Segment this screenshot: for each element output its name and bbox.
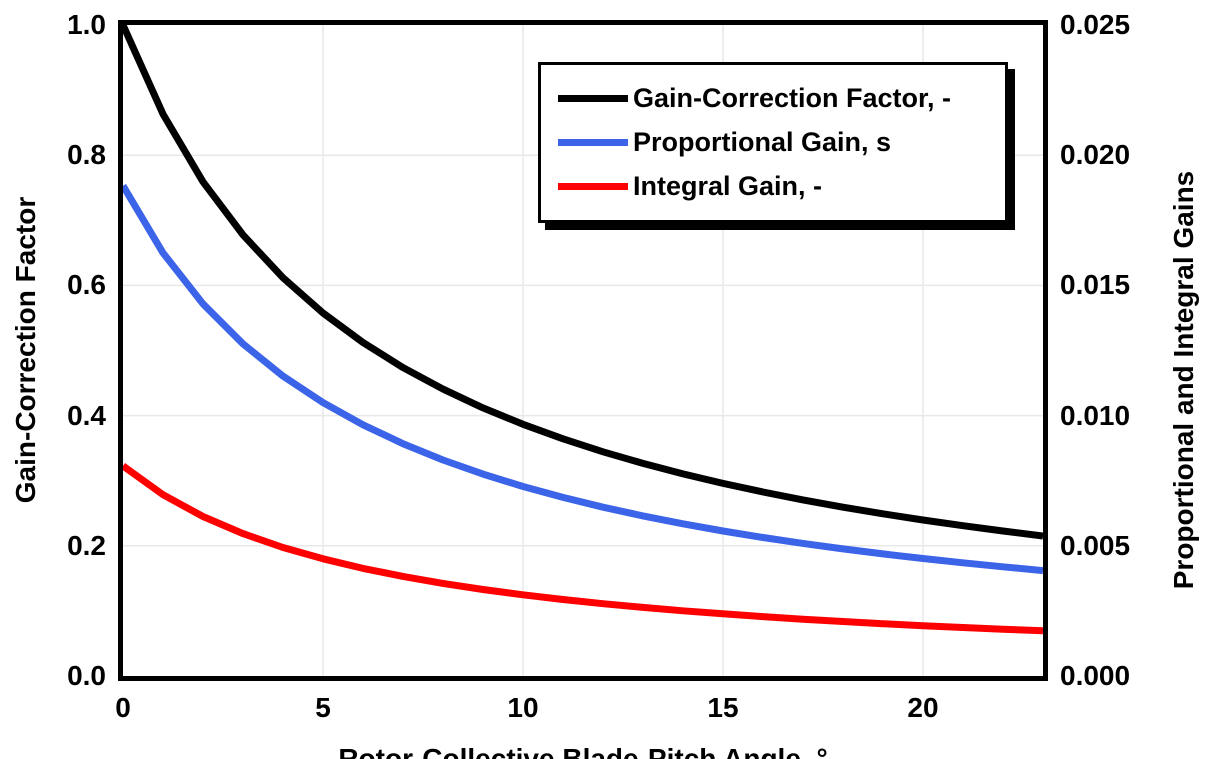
- y-tick-label-right: 0.015: [1060, 269, 1131, 301]
- series-line-0: [123, 25, 1043, 540]
- y-tick-label-right: 0.000: [1060, 660, 1131, 691]
- legend-line-swatch: [558, 138, 628, 146]
- y-tick-label-left: 0.4: [67, 399, 106, 431]
- legend-item-1: Proportional Gain, s: [558, 120, 1005, 164]
- y-tick-label-left: 1.0: [67, 9, 106, 40]
- legend-line-swatch: [558, 94, 628, 102]
- legend-item-2: Integral Gain, -: [558, 164, 1005, 208]
- x-tick-label: 15: [707, 692, 739, 723]
- y-axis-title-left: Gain-Correction Factor: [10, 196, 41, 504]
- legend-label: Proportional Gain, s: [633, 126, 892, 157]
- y-tick-label-left: 0.2: [67, 529, 106, 561]
- legend-line-swatch: [558, 182, 628, 190]
- y-tick-label-right: 0.005: [1060, 529, 1131, 561]
- x-tick-label: 0: [115, 692, 131, 723]
- y-tick-label-left: 0.8: [67, 139, 106, 171]
- legend-label: Integral Gain, -: [633, 170, 823, 201]
- series-line-1: [123, 183, 1043, 575]
- y-tick-label-right: 0.025: [1060, 9, 1131, 40]
- y-tick-label-right: 0.020: [1060, 139, 1131, 171]
- chart-legend: Gain-Correction Factor, - Proportional Ga…: [538, 62, 1008, 223]
- x-tick-label: 10: [507, 692, 539, 723]
- x-tick-label: 20: [907, 692, 939, 723]
- x-axis-title: Rotor-Collective Blade-Pitch Angle, °: [338, 743, 828, 759]
- legend-label: Gain-Correction Factor, -: [633, 82, 952, 113]
- y-tick-label-left: 0.0: [67, 660, 106, 691]
- legend-item-0: Gain-Correction Factor, -: [558, 76, 1005, 120]
- plot-canvas: [123, 25, 1043, 676]
- y-tick-label-right: 0.010: [1060, 399, 1131, 431]
- series-line-2: [123, 463, 1043, 635]
- y-tick-label-left: 0.6: [67, 269, 106, 301]
- x-tick-label: 5: [315, 692, 331, 723]
- y-axis-title-right: Proportional and Integral Gains: [1168, 170, 1199, 590]
